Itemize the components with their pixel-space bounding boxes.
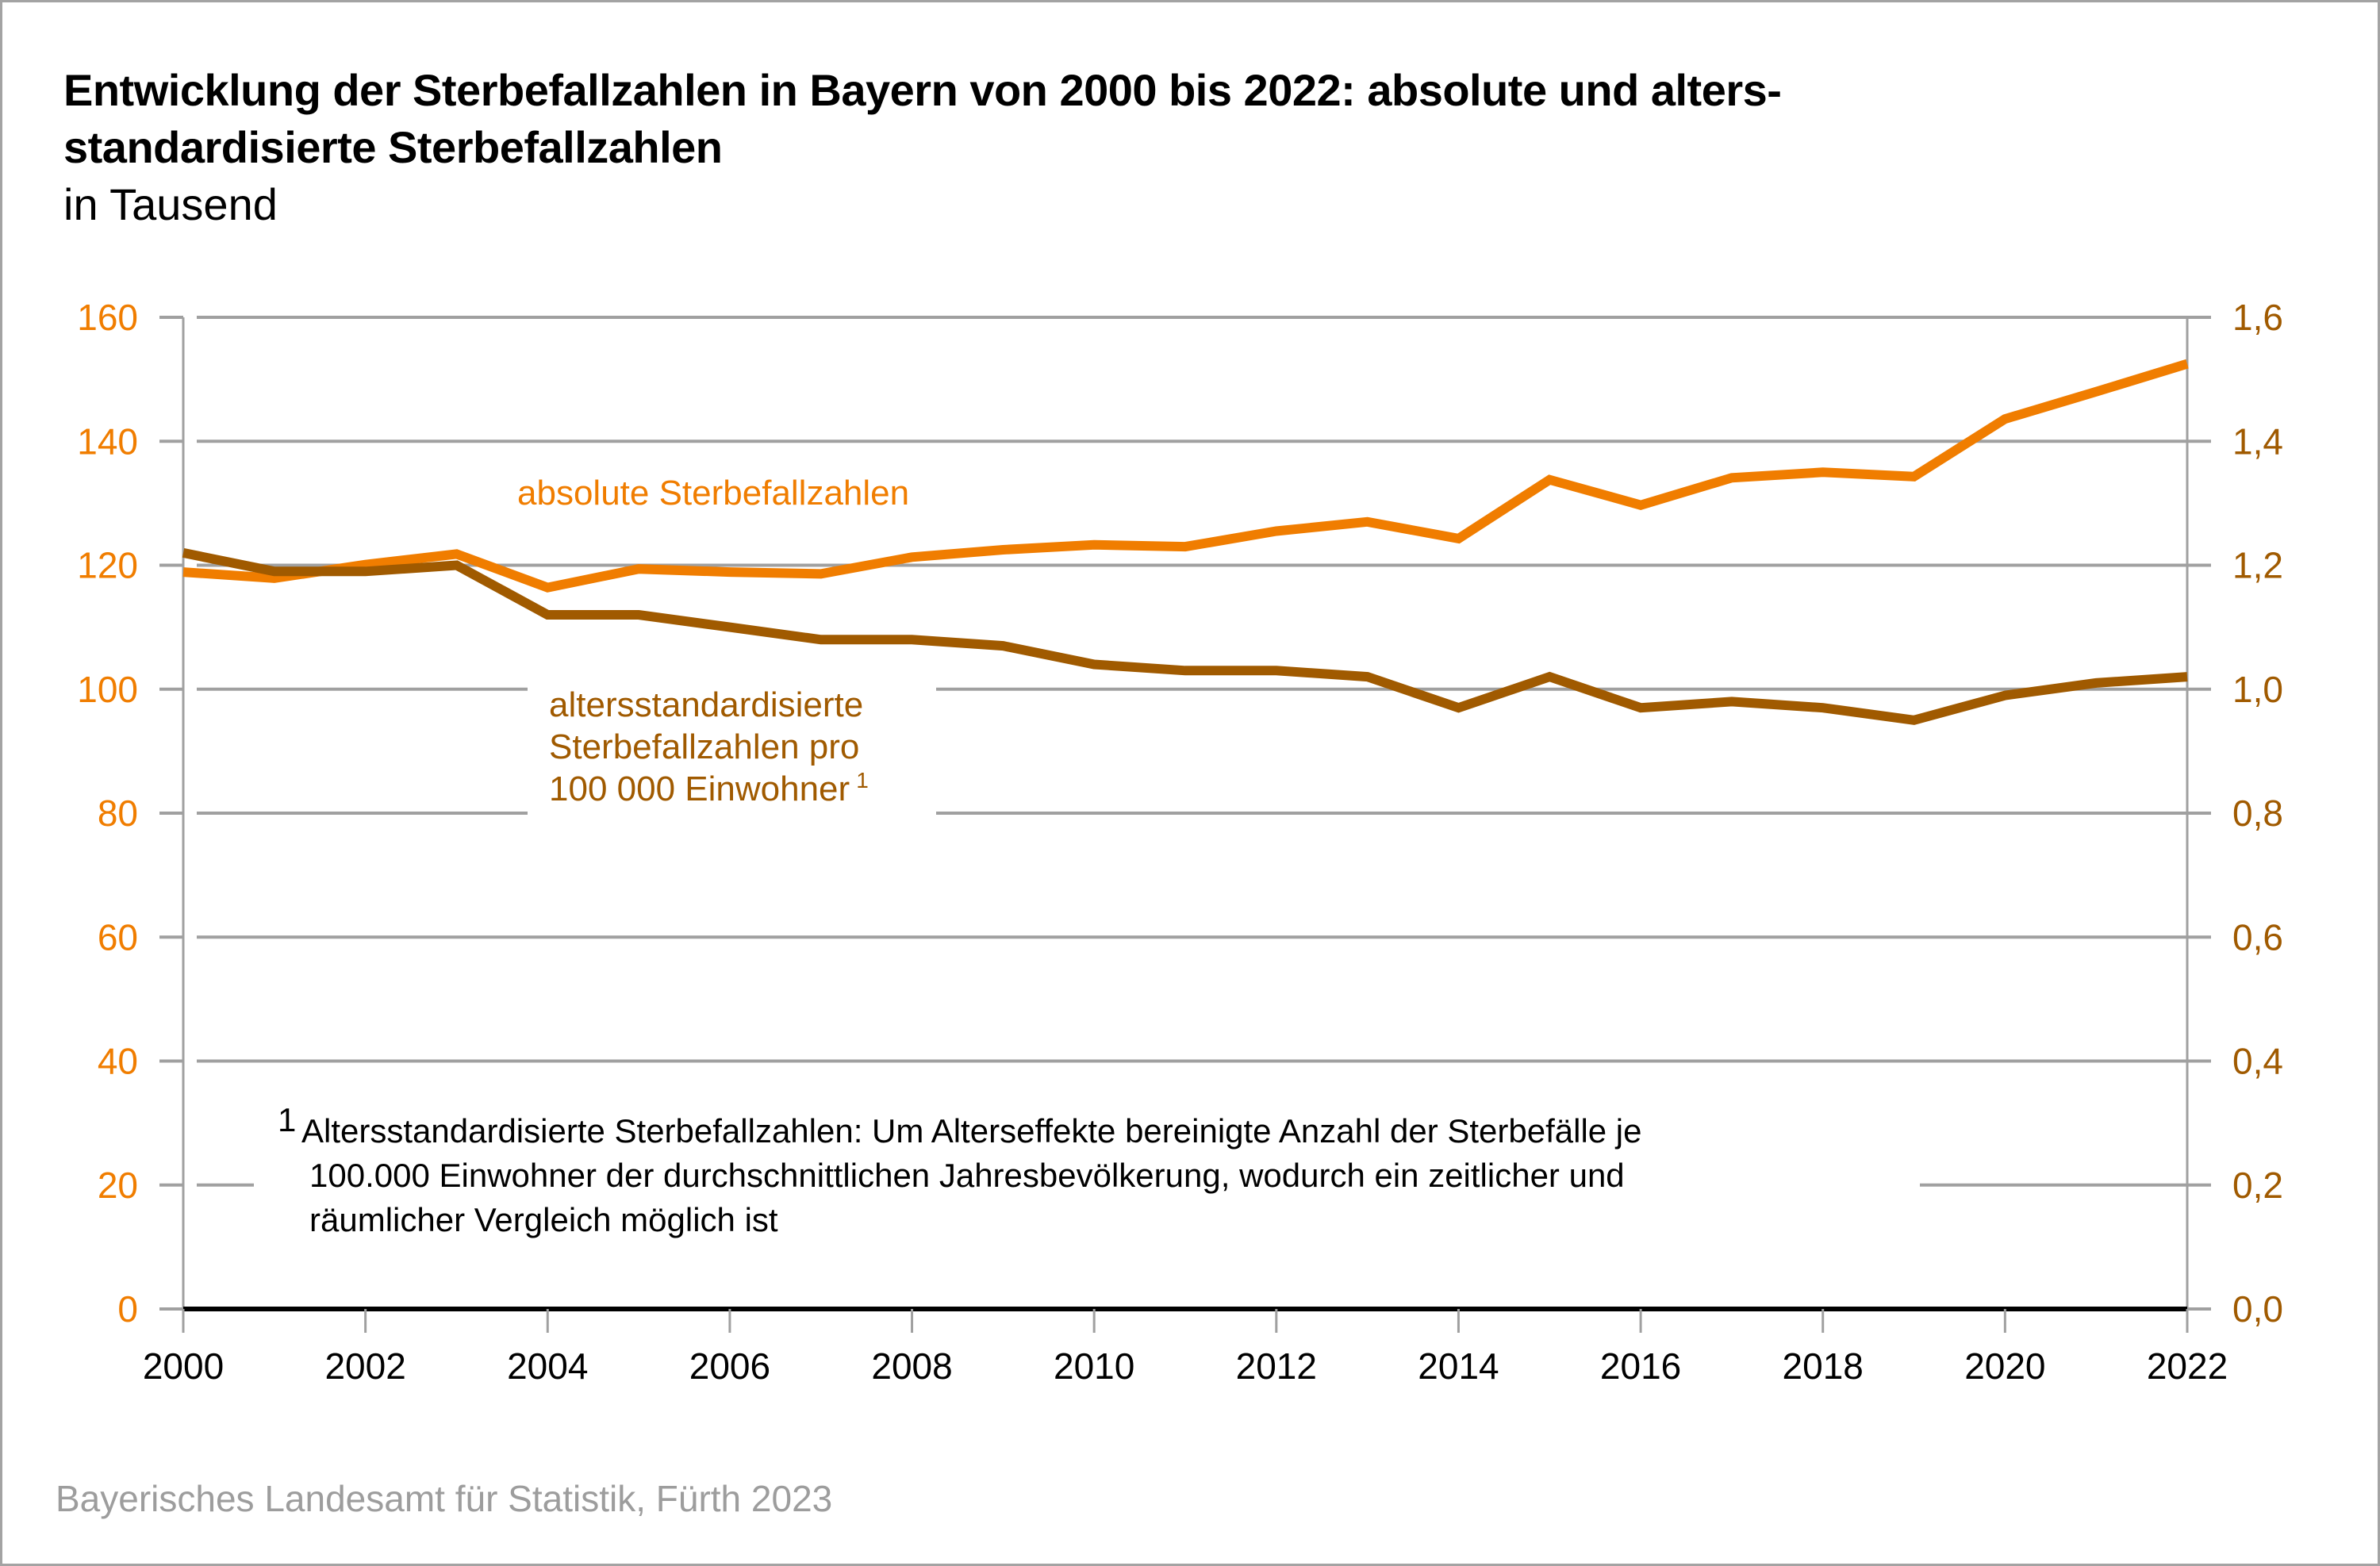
y-left-tick-label: 0 xyxy=(117,1288,138,1330)
y-left-tick-label: 60 xyxy=(98,916,138,958)
y-left-tick-label: 80 xyxy=(98,793,138,834)
footnote-line: 100.000 Einwohner der durchschnittlichen… xyxy=(309,1157,1625,1194)
chart-title-line-2: standardisierte Sterbefallzahlen xyxy=(63,122,723,172)
y-right-tick-label: 1,2 xyxy=(2232,545,2283,586)
x-tick-label: 2010 xyxy=(1054,1345,1134,1387)
series-lines xyxy=(182,359,2189,725)
x-tick-label: 2008 xyxy=(871,1345,952,1387)
y-right-tick-label: 0,8 xyxy=(2232,793,2283,834)
chart-subtitle: in Tausend xyxy=(63,179,278,229)
x-tick-label: 2002 xyxy=(324,1345,405,1387)
footnote-line: räumlicher Vergleich möglich ist xyxy=(309,1201,778,1238)
series-line-absolute xyxy=(182,359,2189,593)
y-right-tick-label: 0,2 xyxy=(2232,1165,2283,1206)
chart-title-line-1: Entwicklung der Sterbefallzahlen in Baye… xyxy=(63,65,1782,115)
x-tick-label: 2018 xyxy=(1783,1345,1864,1387)
x-tick-label: 2022 xyxy=(2147,1345,2228,1387)
y-left-tick-label: 120 xyxy=(77,545,138,586)
footnote-marker: 1 xyxy=(856,768,869,793)
y-right-tick-label: 1,0 xyxy=(2232,669,2283,710)
series-line-standardized xyxy=(182,548,2188,725)
series-label-absolute: absolute Sterbefallzahlen xyxy=(517,474,909,512)
y-left-tick-label: 100 xyxy=(77,669,138,710)
x-tick-label: 2006 xyxy=(689,1345,770,1387)
series-label-standardized-line: Sterbefallzahlen pro xyxy=(549,727,859,766)
y-left-tick-label: 40 xyxy=(98,1041,138,1082)
series-label-standardized-line: altersstandardisierte xyxy=(549,685,863,724)
annotations: absolute Sterbefallzahlen altersstandardi… xyxy=(278,474,1642,1238)
footnote-marker: 1 xyxy=(278,1101,296,1138)
footnote-line: Altersstandardisierte Sterbefallzahlen: … xyxy=(301,1112,1642,1150)
chart-title: Entwicklung der Sterbefallzahlen in Baye… xyxy=(63,62,2205,176)
x-tick-label: 2000 xyxy=(143,1345,224,1387)
series-label-standardized-line: 100 000 Einwohner 1 xyxy=(549,768,869,808)
x-tick-label: 2020 xyxy=(1964,1345,2045,1387)
x-tick-label: 2014 xyxy=(1418,1345,1499,1387)
y-right-tick-label: 0,6 xyxy=(2232,916,2283,958)
y-left-tick-label: 160 xyxy=(77,297,138,338)
grid-lines xyxy=(197,316,2187,1187)
tick-labels: 0 20 40 60 80 100 120 140 160 0,0 0,2 0,4 0,6 0,8 1,0 1… xyxy=(77,297,2283,1387)
source-note: Bayerisches Landesamt für Statistik, Für… xyxy=(56,1478,833,1519)
x-tick-label: 2016 xyxy=(1600,1345,1681,1387)
y-left-tick-label: 20 xyxy=(98,1165,138,1206)
y-right-tick-label: 0,4 xyxy=(2232,1041,2283,1082)
axes xyxy=(159,316,2211,1333)
y-right-tick-label: 0,0 xyxy=(2232,1288,2283,1330)
y-left-tick-label: 140 xyxy=(77,420,138,462)
y-right-tick-label: 1,6 xyxy=(2232,297,2283,338)
x-tick-label: 2004 xyxy=(507,1345,588,1387)
x-tick-label: 2012 xyxy=(1236,1345,1317,1387)
y-right-tick-label: 1,4 xyxy=(2232,420,2283,462)
